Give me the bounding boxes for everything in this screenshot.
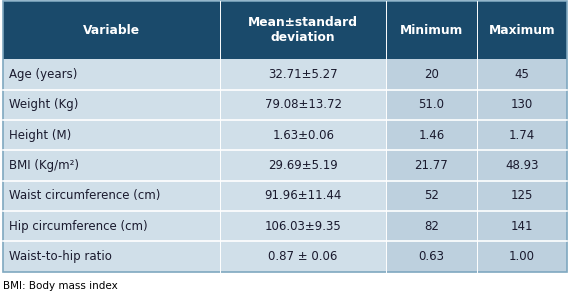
- Text: Maximum: Maximum: [488, 24, 555, 37]
- Text: 1.46: 1.46: [419, 129, 445, 142]
- Bar: [386, 90, 477, 120]
- Text: 125: 125: [511, 189, 533, 203]
- Text: 91.96±11.44: 91.96±11.44: [265, 189, 342, 203]
- Bar: [3, 59, 220, 90]
- Text: 48.93: 48.93: [505, 159, 538, 172]
- Text: 1.63±0.06: 1.63±0.06: [272, 129, 334, 142]
- Bar: [3, 241, 220, 272]
- Text: 130: 130: [511, 98, 533, 111]
- Text: Variable: Variable: [83, 24, 140, 37]
- Text: BMI (Kg/m²): BMI (Kg/m²): [9, 159, 78, 172]
- Text: Mean±standard
deviation: Mean±standard deviation: [248, 16, 358, 45]
- Text: 1.00: 1.00: [509, 250, 534, 263]
- Bar: [3, 120, 220, 150]
- Text: 20: 20: [424, 68, 439, 81]
- Bar: [386, 181, 477, 211]
- Text: 52: 52: [424, 189, 439, 203]
- Bar: [220, 150, 386, 181]
- Text: Age (years): Age (years): [9, 68, 77, 81]
- Bar: [386, 150, 477, 181]
- Text: 29.69±5.19: 29.69±5.19: [268, 159, 338, 172]
- Bar: [220, 59, 386, 90]
- Bar: [386, 120, 477, 150]
- Text: 21.77: 21.77: [415, 159, 448, 172]
- Text: 82: 82: [424, 220, 439, 233]
- Bar: [477, 1, 567, 59]
- Text: 79.08±13.72: 79.08±13.72: [265, 98, 342, 111]
- Text: Hip circumference (cm): Hip circumference (cm): [9, 220, 147, 233]
- Bar: [220, 90, 386, 120]
- Bar: [220, 1, 386, 59]
- Text: Waist-to-hip ratio: Waist-to-hip ratio: [9, 250, 111, 263]
- Text: 1.74: 1.74: [508, 129, 535, 142]
- Text: Height (M): Height (M): [9, 129, 71, 142]
- Text: Minimum: Minimum: [400, 24, 463, 37]
- Bar: [477, 90, 567, 120]
- Bar: [386, 1, 477, 59]
- Bar: [477, 211, 567, 241]
- Bar: [386, 59, 477, 90]
- Text: 32.71±5.27: 32.71±5.27: [268, 68, 338, 81]
- Bar: [386, 211, 477, 241]
- Text: Waist circumference (cm): Waist circumference (cm): [9, 189, 160, 203]
- Bar: [3, 1, 220, 59]
- Bar: [477, 241, 567, 272]
- Bar: [220, 241, 386, 272]
- Text: 51.0: 51.0: [419, 98, 445, 111]
- Bar: [3, 181, 220, 211]
- Bar: [220, 181, 386, 211]
- Bar: [477, 120, 567, 150]
- Bar: [3, 211, 220, 241]
- Bar: [220, 120, 386, 150]
- Bar: [477, 59, 567, 90]
- Text: 45: 45: [514, 68, 529, 81]
- Bar: [3, 150, 220, 181]
- Text: 106.03±9.35: 106.03±9.35: [265, 220, 341, 233]
- Bar: [386, 241, 477, 272]
- Text: 0.63: 0.63: [419, 250, 445, 263]
- Text: 0.87 ± 0.06: 0.87 ± 0.06: [269, 250, 338, 263]
- Text: Weight (Kg): Weight (Kg): [9, 98, 78, 111]
- Bar: [3, 90, 220, 120]
- Text: 141: 141: [511, 220, 533, 233]
- Bar: [220, 211, 386, 241]
- Bar: [477, 181, 567, 211]
- Text: BMI: Body mass index: BMI: Body mass index: [3, 281, 118, 291]
- Bar: [477, 150, 567, 181]
